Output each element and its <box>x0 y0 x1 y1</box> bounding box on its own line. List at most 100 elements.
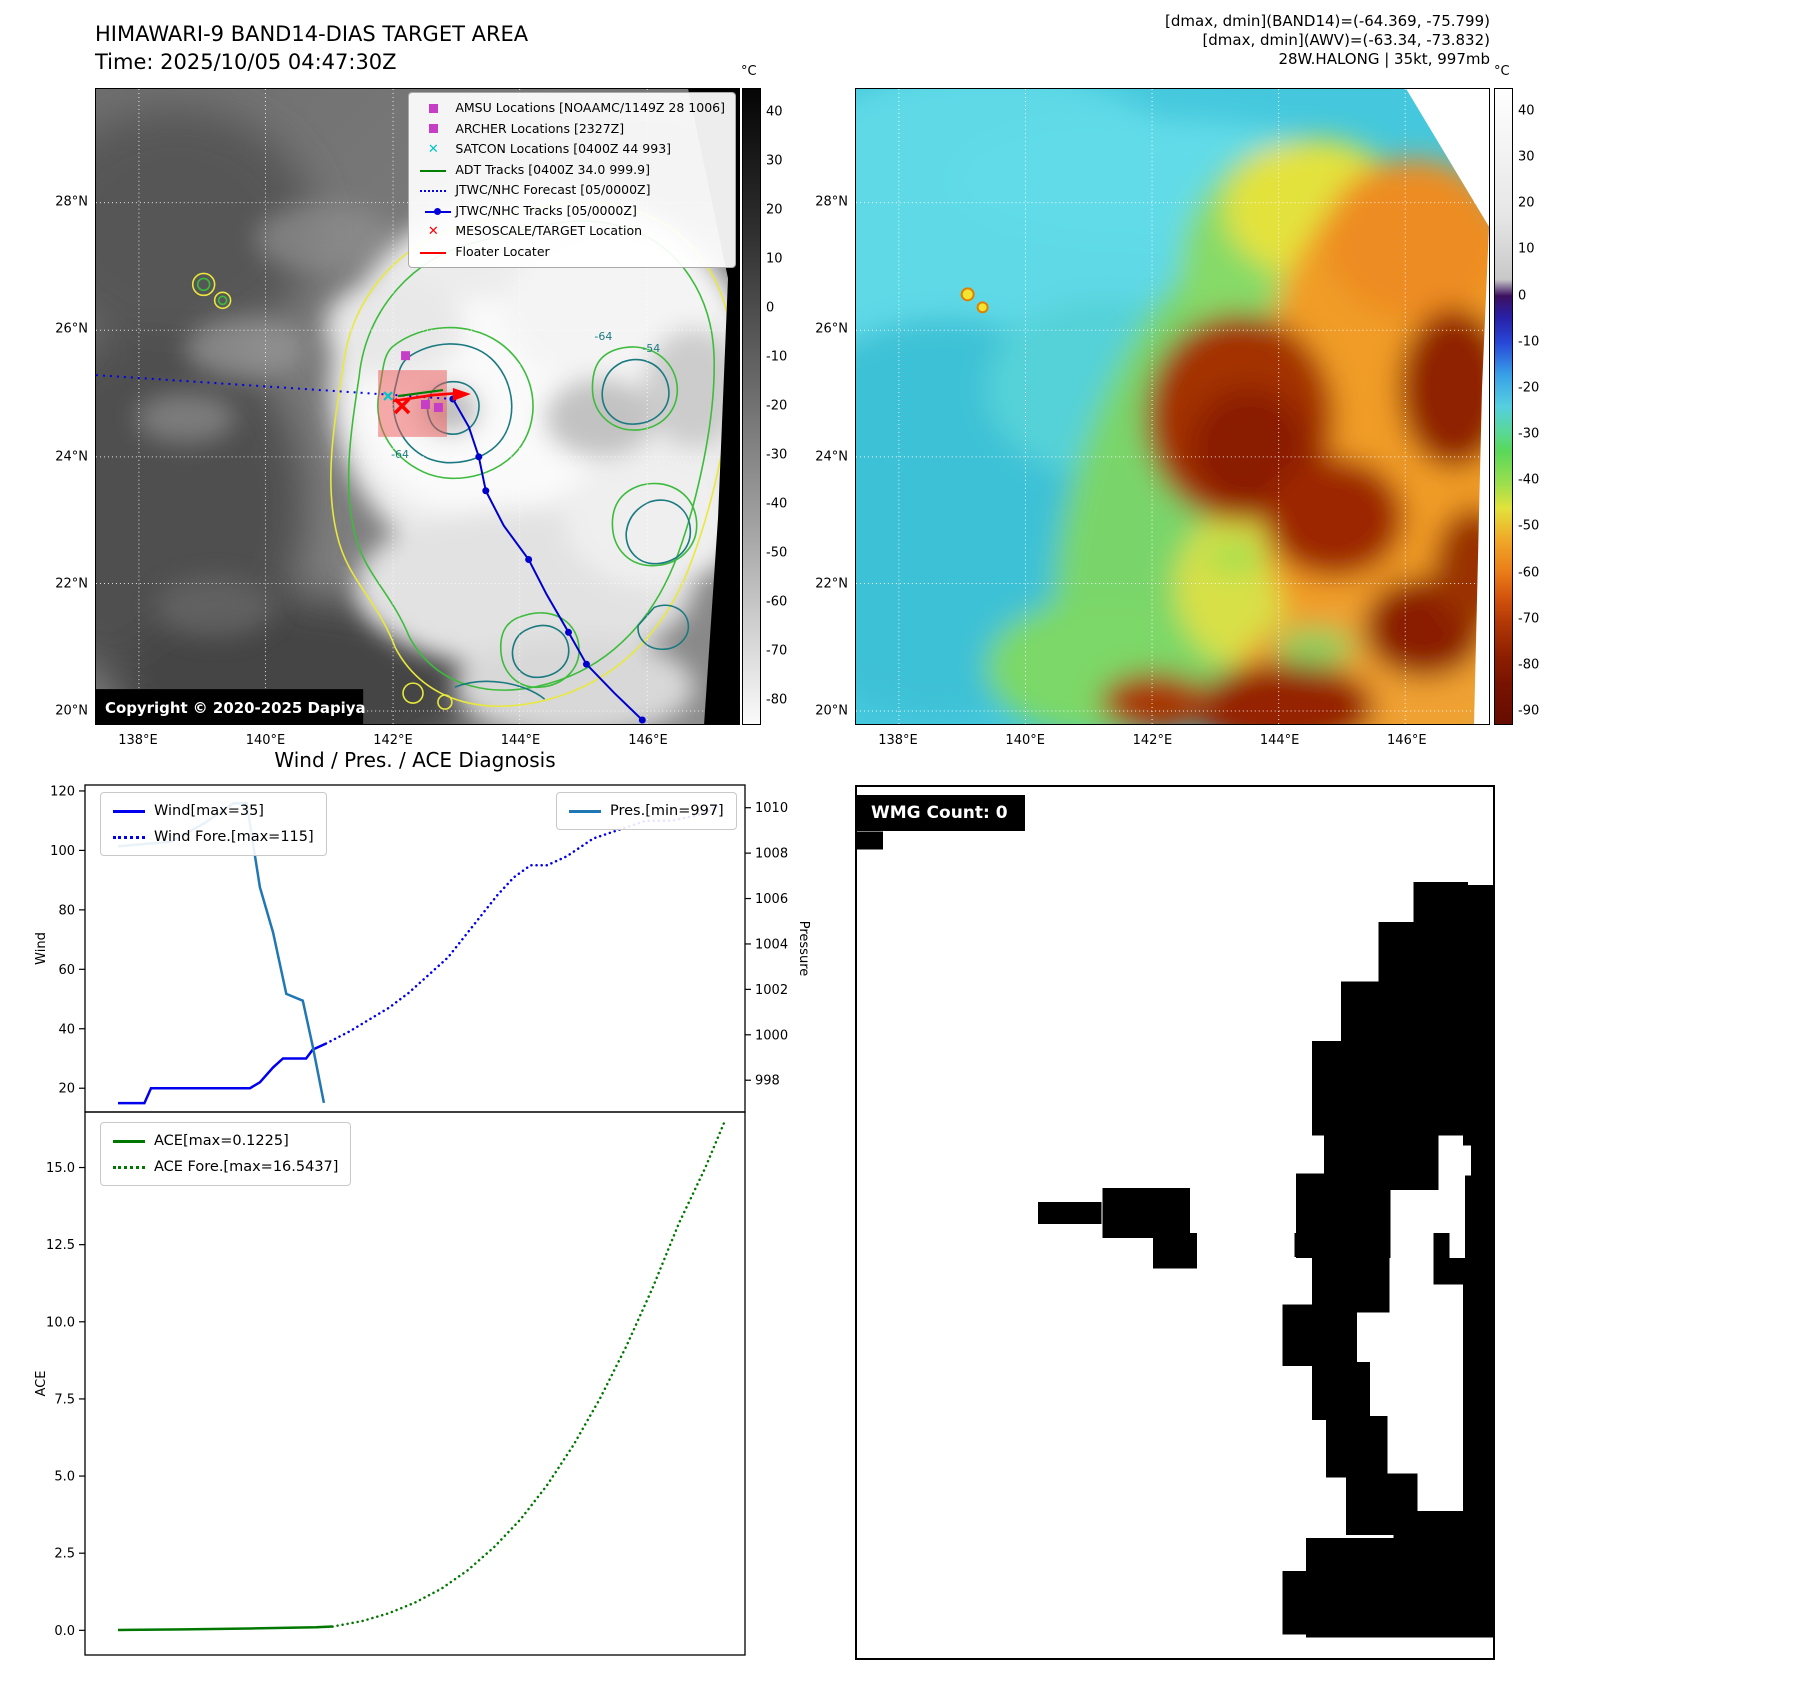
legend-item: ACE[max=0.1225] <box>113 1128 338 1154</box>
y-tick-label: 100 <box>50 844 75 859</box>
right-colorbar-tick: -60 <box>1518 565 1540 580</box>
legend-marker-icon <box>415 163 451 177</box>
band14-satellite-map: -64 -54 -64 <box>95 88 740 725</box>
left-colorbar-tick: -80 <box>766 692 788 708</box>
left-colorbar-tick: 40 <box>766 104 783 120</box>
right-colorbar-tick: 40 <box>1518 103 1535 119</box>
left-map-time: Time: 2025/10/05 04:47:30Z <box>95 50 397 74</box>
island-dot <box>960 287 975 302</box>
ace-legend: ACE[max=0.1225] ACE Fore.[max=16.5437] <box>100 1122 352 1186</box>
awv-colorbar <box>1494 88 1513 725</box>
right-map-y-tick: 28°N <box>815 194 848 210</box>
map-legend-item: AMSU Locations [NOAAMC/1149Z 28 1006] <box>415 98 725 119</box>
left-map-y-tick: 24°N <box>55 449 88 465</box>
left-map-x-tick: 146°E <box>628 733 668 748</box>
legend-label: ACE[max=0.1225] <box>154 1133 289 1149</box>
y-axis-label: Wind <box>34 932 49 965</box>
island-dot <box>976 301 989 314</box>
left-map-x-tick: 144°E <box>500 733 541 748</box>
wind-legend: Wind[max=35] Wind Fore.[max=115] <box>100 792 327 856</box>
contour-label: -64 <box>391 448 409 461</box>
legend-label: MESOSCALE/TARGET Location <box>455 223 643 238</box>
legend-label: JTWC/NHC Forecast [05/0000Z] <box>455 182 651 197</box>
copyright-bar <box>96 689 364 724</box>
map-legend-item: ✕ SATCON Locations [0400Z 44 993] <box>415 139 725 160</box>
y2-tick-label: 998 <box>755 1074 780 1089</box>
left-colorbar-tick: -60 <box>766 594 788 610</box>
legend-marker-icon <box>415 102 451 116</box>
right-colorbar-tick: -40 <box>1518 472 1540 488</box>
legend-marker-icon <box>415 245 451 259</box>
series-line <box>331 1118 727 1628</box>
dmax-dmin-band14: [dmax, dmin](BAND14)=(-64.369, -75.799) <box>1165 12 1490 30</box>
left-map-y-tick: 28°N <box>55 194 88 210</box>
ace-forecast-sample <box>113 1165 145 1169</box>
y2-tick-label: 1004 <box>755 937 788 952</box>
awv-image <box>856 89 1489 724</box>
left-colorbar-tick: -70 <box>766 643 788 659</box>
left-colorbar-tick: 10 <box>766 251 783 267</box>
right-map-x-tick: 140°E <box>1005 733 1045 748</box>
pressure-legend: Pres.[min=997] <box>556 792 737 830</box>
right-map-x-tick: 146°E <box>1387 733 1427 748</box>
dmax-dmin-awv: [dmax, dmin](AWV)=(-63.34, -73.832) <box>1202 31 1490 49</box>
map-legend-item: Floater Locater <box>415 242 725 263</box>
amsu-archer-markers <box>401 351 443 412</box>
right-colorbar-tick: -90 <box>1518 703 1540 719</box>
contour-label: -64 <box>594 330 612 343</box>
scan-edge-strip <box>1474 226 1489 724</box>
y-tick-label: 80 <box>58 903 75 918</box>
wmg-mask-image <box>857 831 1493 1638</box>
right-colorbar-tick: -70 <box>1518 611 1540 627</box>
map-legend-item: JTWC/NHC Tracks [05/0000Z] <box>415 201 725 222</box>
right-colorbar-tick: -50 <box>1518 518 1540 534</box>
gray-cloud-texture <box>135 203 396 638</box>
y2-tick-label: 1002 <box>755 983 788 998</box>
jtwc-track-points <box>449 395 646 724</box>
y-tick-label: 60 <box>58 963 75 978</box>
left-colorbar-tick: -50 <box>766 545 788 561</box>
legend-label: Floater Locater <box>455 243 550 259</box>
left-colorbar-tick: 20 <box>766 202 783 218</box>
right-colorbar-tick: 30 <box>1518 149 1535 165</box>
y-tick-label: 40 <box>58 1022 75 1037</box>
y-tick-label: 7.5 <box>54 1392 75 1407</box>
right-map-y-tick: 22°N <box>815 576 848 592</box>
left-map-x-tick: 140°E <box>245 733 286 748</box>
map-legend-item: JTWC/NHC Forecast [05/0000Z] <box>415 180 725 201</box>
legend-label: Wind Fore.[max=115] <box>154 829 314 845</box>
map-legend-item: ADT Tracks [0400Z 34.0 999.9] <box>415 160 725 181</box>
legend-label: ARCHER Locations [2327Z] <box>455 120 625 136</box>
contour-label: -54 <box>642 342 660 355</box>
y2-axis-label: Pressure <box>796 921 811 977</box>
series-line <box>117 1625 333 1632</box>
legend-item: Wind Fore.[max=115] <box>113 824 314 850</box>
floater-arrow <box>452 388 471 402</box>
legend-label: JTWC/NHC Tracks [05/0000Z] <box>455 202 637 218</box>
right-map-x-tick: 138°E <box>878 733 918 748</box>
left-map-x-tick: 138°E <box>118 733 158 748</box>
y-tick-label: 12.5 <box>46 1238 75 1253</box>
y-tick-label: 10.0 <box>46 1315 75 1330</box>
scan-edge-corner <box>1406 89 1489 227</box>
right-colorbar-tick: -80 <box>1518 657 1540 673</box>
left-colorbar-tick: -20 <box>766 398 788 414</box>
ace-line-sample <box>113 1139 145 1143</box>
copyright-text: Copyright © 2020-2025 Dapiya <box>105 699 366 717</box>
legend-marker-icon <box>415 204 452 218</box>
y-tick-label: 0.0 <box>54 1624 75 1639</box>
ir-temperature-blobs <box>856 89 1489 724</box>
wind-line-sample <box>113 809 145 813</box>
right-map-x-tick: 144°E <box>1259 733 1300 748</box>
legend-marker-icon: ✕ <box>427 141 439 157</box>
diagnosis-charts: 20 40 60 80 100 120 998 1000 1002 1004 1006 1008 101… <box>34 784 811 1656</box>
floater-locater-line <box>392 391 459 403</box>
right-map-x-tick: 142°E <box>1132 733 1173 748</box>
left-colorbar-tick: -40 <box>766 496 788 512</box>
left-map-title: HIMAWARI-9 BAND14-DIAS TARGET AREA <box>95 22 529 46</box>
satcon-x-icon <box>383 391 393 401</box>
left-colorbar-tick: 30 <box>766 153 783 169</box>
legend-marker-icon <box>415 184 451 198</box>
left-colorbar-tick: 0 <box>766 300 775 316</box>
